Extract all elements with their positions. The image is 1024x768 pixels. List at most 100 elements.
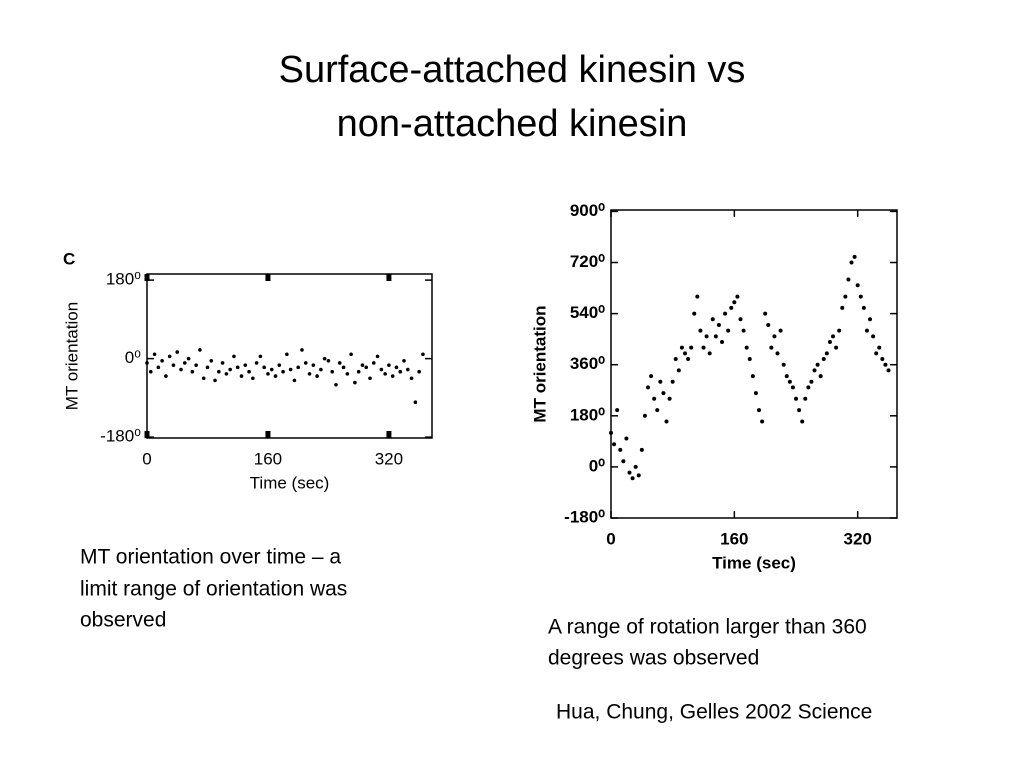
data-point	[695, 294, 700, 299]
data-point	[160, 358, 164, 363]
data-point	[840, 305, 845, 310]
data-point	[315, 374, 319, 378]
data-point	[649, 374, 654, 379]
data-point	[704, 334, 709, 339]
data-point	[398, 369, 403, 374]
data-point	[868, 317, 873, 322]
data-point	[834, 345, 839, 350]
data-point	[633, 464, 638, 469]
caption: MT orientation over time – a	[80, 546, 341, 569]
data-point	[198, 348, 202, 352]
data-point	[406, 367, 410, 372]
data-point	[827, 340, 832, 344]
data-point	[753, 391, 758, 396]
data-point	[821, 357, 826, 362]
slide-title: non-attached kinesin	[337, 103, 688, 145]
data-point	[326, 358, 331, 363]
data-point	[624, 436, 629, 441]
data-point	[368, 376, 372, 381]
plot-frame	[146, 273, 433, 439]
data-point	[646, 385, 651, 390]
y-tick-label: 180⁰	[570, 405, 605, 424]
data-point	[349, 352, 353, 357]
data-point	[409, 376, 414, 381]
data-point	[383, 372, 387, 376]
data-point	[311, 363, 316, 367]
data-point	[655, 408, 660, 413]
y-tick-label: 180⁰	[106, 270, 141, 289]
data-point	[618, 447, 623, 452]
data-point	[824, 351, 829, 356]
data-point	[621, 459, 626, 464]
data-point	[757, 408, 762, 413]
data-point	[803, 396, 808, 401]
data-point	[296, 365, 300, 370]
data-point	[781, 362, 786, 367]
data-point	[738, 317, 743, 322]
data-point	[394, 365, 399, 370]
data-point	[322, 356, 327, 361]
data-point	[262, 365, 266, 370]
data-point	[877, 345, 882, 350]
x-axis-label: Time (sec)	[250, 473, 330, 492]
data-point	[224, 372, 229, 376]
data-point	[258, 354, 263, 359]
data-point	[390, 374, 395, 378]
data-point	[217, 369, 221, 374]
data-point	[735, 294, 740, 299]
data-point	[164, 374, 168, 378]
y-tick-label: 0⁰	[589, 456, 605, 475]
data-point	[772, 334, 777, 339]
data-point	[652, 396, 657, 401]
data-point	[726, 328, 731, 333]
y-tick-label: -180⁰	[100, 427, 141, 446]
data-point	[356, 369, 361, 374]
data-point	[175, 350, 180, 354]
data-point	[741, 328, 746, 333]
data-point	[864, 328, 869, 333]
caption: A range of rotation larger than 360	[548, 616, 867, 639]
data-point	[744, 345, 749, 350]
data-point	[667, 396, 672, 401]
caption: observed	[80, 609, 166, 632]
data-point	[713, 334, 718, 339]
panel-label: C	[63, 249, 75, 268]
data-point	[710, 317, 715, 322]
data-point	[664, 419, 669, 424]
data-point	[769, 345, 774, 350]
data-point	[880, 357, 885, 362]
data-point	[886, 368, 891, 373]
data-point	[167, 354, 172, 359]
data-point	[670, 379, 675, 384]
data-point	[220, 361, 225, 365]
data-point	[729, 305, 734, 310]
data-point	[609, 430, 613, 435]
data-point	[300, 348, 304, 352]
data-point	[787, 379, 792, 384]
slide-title: Surface-attached kinesin vs	[279, 49, 746, 91]
x-tick-label: 320	[843, 529, 871, 548]
y-tick-label: -180⁰	[564, 507, 605, 526]
data-point	[371, 361, 376, 365]
data-point	[790, 385, 795, 390]
x-tick-label: 0	[606, 529, 615, 548]
data-point	[858, 294, 863, 299]
data-point	[360, 363, 365, 367]
data-point	[784, 374, 789, 379]
data-point	[145, 361, 149, 365]
data-point	[815, 362, 820, 367]
data-point	[292, 378, 297, 383]
data-point	[679, 345, 684, 350]
data-point	[148, 369, 153, 374]
data-point	[642, 413, 647, 418]
data-point	[747, 357, 752, 362]
data-point	[190, 369, 195, 374]
data-point	[247, 369, 251, 374]
data-point	[686, 357, 691, 362]
data-point	[750, 374, 755, 379]
data-point	[689, 345, 694, 350]
data-point	[716, 322, 721, 327]
data-point	[281, 369, 285, 374]
data-point	[812, 368, 817, 373]
